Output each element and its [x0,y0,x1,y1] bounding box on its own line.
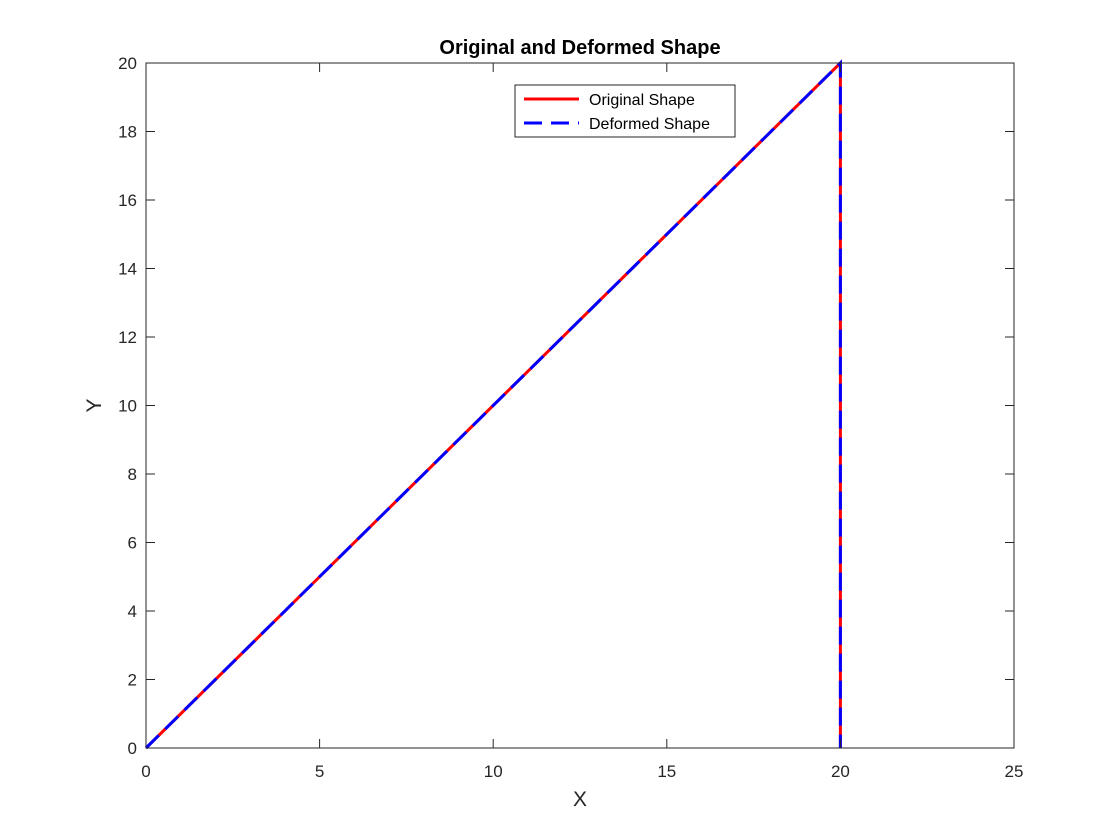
y-tick-label: 4 [128,602,137,621]
plot-area: 0 5 10 15 20 25 0 2 4 6 8 10 12 14 16 18 20 [118,54,1023,781]
legend-label-original-shape: Original Shape [589,92,695,109]
y-tick-label: 8 [128,465,137,484]
x-tick-label: 20 [831,762,850,781]
y-axis-label: Y [83,398,106,412]
x-tick-label: 25 [1005,762,1024,781]
y-tick-label: 2 [128,671,137,690]
y-tick-label: 6 [128,534,137,553]
legend-label-deformed-shape: Deformed Shape [589,116,710,133]
x-tick-label: 15 [657,762,676,781]
chart-title: Original and Deformed Shape [439,37,720,59]
y-tick-label: 14 [118,260,137,279]
ticks-layer: 0 5 10 15 20 25 0 2 4 6 8 10 12 14 16 18 20 [118,54,1023,781]
y-tick-label: 10 [118,397,137,416]
legend-box [514,84,736,138]
y-tick-label: 12 [118,328,137,347]
x-tick-label: 5 [315,762,324,781]
y-tick-label: 0 [128,739,137,758]
axes-frame [145,62,1015,749]
y-tick-label: 20 [118,54,137,73]
x-axis-label: X [573,788,587,811]
axes-box [146,63,1014,748]
x-tick-label: 10 [484,762,503,781]
x-tick-label: 0 [141,762,150,781]
y-tick-label: 18 [118,123,137,142]
y-tick-label: 16 [118,191,137,210]
legend: Original Shape Deformed Shape [514,84,736,138]
